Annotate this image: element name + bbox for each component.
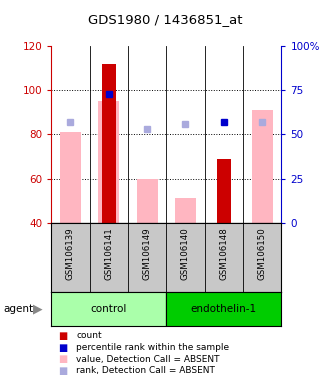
Bar <box>166 292 281 326</box>
Text: value, Detection Call = ABSENT: value, Detection Call = ABSENT <box>76 354 220 364</box>
Bar <box>217 159 231 223</box>
Bar <box>102 64 116 223</box>
Text: ▶: ▶ <box>33 303 43 316</box>
Bar <box>60 132 81 223</box>
Text: percentile rank within the sample: percentile rank within the sample <box>76 343 229 352</box>
Text: ■: ■ <box>58 331 67 341</box>
Text: ■: ■ <box>58 343 67 353</box>
Bar <box>175 199 196 223</box>
Text: rank, Detection Call = ABSENT: rank, Detection Call = ABSENT <box>76 366 215 375</box>
Text: GSM106150: GSM106150 <box>258 227 267 280</box>
Text: GSM106148: GSM106148 <box>219 227 228 280</box>
Text: ■: ■ <box>58 354 67 364</box>
Text: GSM106141: GSM106141 <box>104 227 113 280</box>
Text: endothelin-1: endothelin-1 <box>191 304 257 314</box>
Text: GDS1980 / 1436851_at: GDS1980 / 1436851_at <box>88 13 243 26</box>
Bar <box>252 110 273 223</box>
Text: GSM106139: GSM106139 <box>66 227 75 280</box>
Text: agent: agent <box>3 304 33 314</box>
Text: GSM106149: GSM106149 <box>143 227 152 280</box>
Text: count: count <box>76 331 102 341</box>
Bar <box>137 179 158 223</box>
Text: GSM106140: GSM106140 <box>181 227 190 280</box>
Text: control: control <box>91 304 127 314</box>
Bar <box>98 101 119 223</box>
Text: ■: ■ <box>58 366 67 376</box>
Bar <box>51 292 166 326</box>
